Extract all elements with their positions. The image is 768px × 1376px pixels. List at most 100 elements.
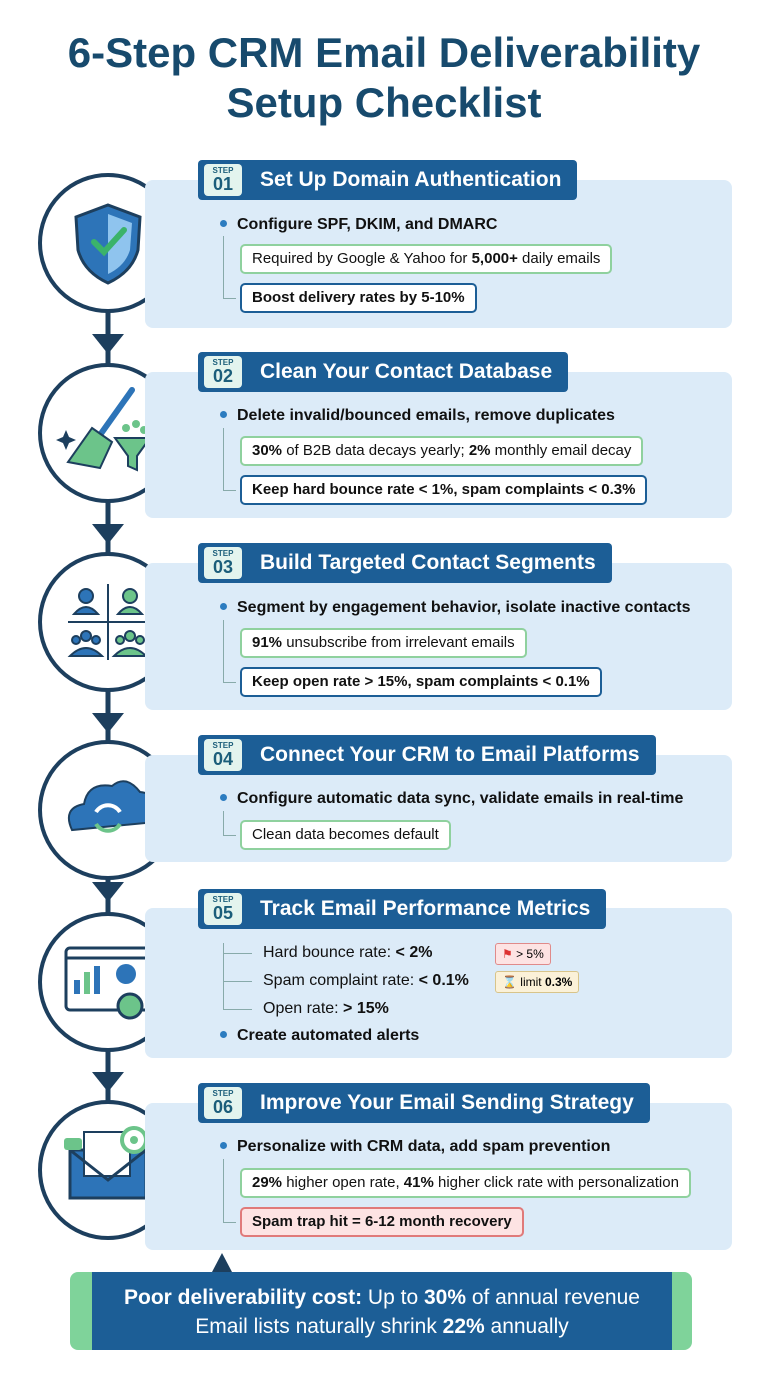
- bullet: Personalize with CRM data, add spam prev…: [220, 1137, 610, 1157]
- bullet: Create automated alerts: [220, 1026, 419, 1046]
- step-badge: STEP 02: [204, 356, 242, 388]
- note-text: Keep open rate > 15%, spam complaints < …: [252, 673, 590, 690]
- step-title: Connect Your CRM to Email Platforms: [260, 743, 640, 766]
- step: STEP 04 Connect Your CRM to Email Platform…: [0, 735, 768, 935]
- bullet-text: Personalize with CRM data, add spam prev…: [237, 1138, 611, 1155]
- step-title: Improve Your Email Sending Strategy: [260, 1091, 634, 1114]
- metric: Hard bounce rate: < 2%: [263, 943, 432, 963]
- step: STEP 03 Build Targeted Contact Segments Se…: [0, 543, 768, 743]
- bullet: Delete invalid/bounced emails, remove du…: [220, 406, 615, 426]
- bullet-text: Create automated alerts: [237, 1027, 420, 1044]
- step: STEP 06 Improve Your Email Sending Strateg…: [0, 1083, 768, 1283]
- note-text: unsubscribe from irrelevant emails: [282, 634, 515, 651]
- note-text: Required by Google & Yahoo for: [252, 250, 472, 267]
- bullet-text: Configure SPF, DKIM, and DMARC: [237, 216, 498, 233]
- step-label: STEP: [212, 549, 234, 558]
- metric-label: Spam complaint rate:: [263, 972, 419, 989]
- bullet-text: Configure automatic data sync, validate …: [237, 790, 684, 807]
- step-label: STEP: [212, 166, 234, 175]
- step-label: STEP: [212, 358, 234, 367]
- metric-label: Hard bounce rate:: [263, 944, 396, 961]
- step-title: Clean Your Contact Database: [260, 360, 553, 383]
- note: Keep open rate > 15%, spam complaints < …: [240, 667, 602, 697]
- bullet-text: Segment by engagement behavior, isolate …: [237, 599, 691, 616]
- note-highlight: 41%: [403, 1174, 434, 1191]
- footer-highlight: Poor deliverability cost:: [124, 1286, 363, 1309]
- step-header: STEP 04 Connect Your CRM to Email Platform…: [198, 735, 656, 775]
- step-header: STEP 02 Clean Your Contact Database: [198, 352, 569, 392]
- step-header: STEP 01 Set Up Domain Authentication: [198, 160, 578, 200]
- step-number: 06: [212, 1097, 234, 1117]
- note: 91% unsubscribe from irrelevant emails: [240, 628, 527, 658]
- footer-line: Poor deliverability cost: Up to 30% of a…: [92, 1284, 672, 1312]
- footer-text: annually: [484, 1315, 569, 1338]
- note: Required by Google & Yahoo for 5,000+ da…: [240, 244, 613, 274]
- note: 29% higher open rate, 41% higher click r…: [240, 1168, 691, 1198]
- bullet-text: Delete invalid/bounced emails, remove du…: [237, 407, 615, 424]
- step-header: STEP 06 Improve Your Email Sending Strateg…: [198, 1083, 650, 1123]
- metric: Open rate: > 15%: [263, 999, 389, 1019]
- step-badge: STEP 03: [204, 547, 242, 579]
- badge-text: > 5%: [516, 947, 544, 961]
- title: 6-Step CRM Email Deliverability Setup Ch…: [67, 29, 701, 126]
- step-number: 04: [212, 749, 234, 769]
- note-text: higher click rate with personalization: [433, 1174, 679, 1191]
- note: Boost delivery rates by 5-10%: [240, 283, 477, 313]
- step-badge: STEP 05: [204, 893, 242, 925]
- footer-text: of annual revenue: [466, 1286, 640, 1309]
- step-badge: STEP 01: [204, 164, 242, 196]
- step-number: 05: [212, 903, 234, 923]
- alert-badge: ⚑ > 5%: [495, 943, 551, 965]
- note-highlight: 30%: [252, 442, 283, 459]
- note-text: higher open rate,: [282, 1174, 404, 1191]
- note-highlight: 2%: [468, 442, 491, 459]
- badge-value: 0.3%: [544, 975, 573, 989]
- panel: [145, 908, 732, 1058]
- step: STEP 01 Set Up Domain Authentication Confi…: [0, 160, 768, 360]
- step-number: 03: [212, 557, 234, 577]
- metric-value: > 15%: [343, 1000, 389, 1017]
- note: Keep hard bounce rate < 1%, spam complai…: [240, 475, 648, 505]
- step-badge: STEP 04: [204, 739, 242, 771]
- step-number: 02: [212, 366, 234, 386]
- step-label: STEP: [212, 1089, 234, 1098]
- note-text: Clean data becomes default: [252, 826, 439, 843]
- note-text: Spam trap hit = 6-12 month recovery: [252, 1213, 512, 1230]
- note-highlight: 5,000+: [471, 250, 518, 267]
- step-label: STEP: [212, 741, 234, 750]
- metric-label: Open rate:: [263, 1000, 344, 1017]
- metric-value: < 0.1%: [418, 972, 469, 989]
- step: STEP 02 Clean Your Contact Database Delete…: [0, 352, 768, 552]
- step-header: STEP 03 Build Targeted Contact Segments: [198, 543, 612, 583]
- note-highlight: 29%: [252, 1174, 283, 1191]
- note: Clean data becomes default: [240, 820, 451, 850]
- note-text: Boost delivery rates by 5-10%: [252, 289, 465, 306]
- step-number: 01: [212, 174, 234, 194]
- step-header: STEP 05 Track Email Performance Metrics: [198, 889, 607, 929]
- step-title: Track Email Performance Metrics: [260, 897, 591, 920]
- step-badge: STEP 06: [204, 1087, 242, 1119]
- note-highlight: 91%: [252, 634, 283, 651]
- note-text: daily emails: [517, 250, 601, 267]
- bullet: Configure automatic data sync, validate …: [220, 789, 683, 809]
- note-text: of B2B data decays yearly;: [282, 442, 469, 459]
- alert-badge: ⌛ limit 0.3%: [495, 971, 580, 993]
- badge-text: limit: [520, 975, 545, 989]
- metric-value: < 2%: [395, 944, 433, 961]
- footer-text: Up to: [362, 1286, 424, 1309]
- metric: Spam complaint rate: < 0.1%: [263, 971, 469, 991]
- note: 30% of B2B data decays yearly; 2% monthl…: [240, 436, 644, 466]
- step: STEP 05 Track Email Performance Metrics Ha…: [0, 889, 768, 1089]
- note-text: monthly email decay: [490, 442, 632, 459]
- footer-highlight: 30%: [423, 1286, 466, 1309]
- note: Spam trap hit = 6-12 month recovery: [240, 1207, 524, 1237]
- step-title: Build Targeted Contact Segments: [260, 551, 596, 574]
- footer-highlight: 22%: [442, 1315, 485, 1338]
- bullet: Segment by engagement behavior, isolate …: [220, 598, 690, 618]
- footer-text: Email lists naturally shrink: [195, 1315, 443, 1338]
- step-label: STEP: [212, 895, 234, 904]
- footer-line: Email lists naturally shrink 22% annuall…: [92, 1313, 672, 1341]
- step-title: Set Up Domain Authentication: [260, 168, 562, 191]
